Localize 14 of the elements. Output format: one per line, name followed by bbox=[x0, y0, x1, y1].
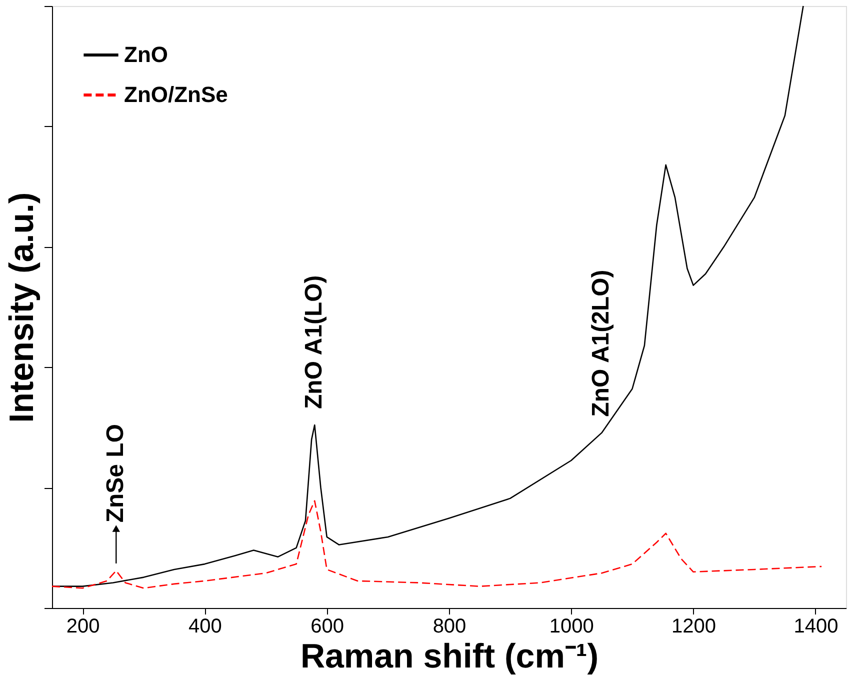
x-tick-label: 400 bbox=[188, 616, 222, 638]
y-axis-title: Intensity (a.u.) bbox=[3, 192, 41, 423]
annotation: ZnO A1(LO) bbox=[300, 275, 328, 409]
annotation: ZnO A1(2LO) bbox=[588, 270, 615, 417]
x-tick-label: 1400 bbox=[794, 616, 838, 638]
legend-label: ZnO/ZnSe bbox=[124, 82, 228, 107]
x-tick-label: 1000 bbox=[549, 616, 594, 638]
x-axis-title: Raman shift (cm⁻¹) bbox=[300, 638, 599, 676]
x-tick-label: 600 bbox=[310, 616, 344, 638]
x-tick-label: 800 bbox=[432, 616, 466, 638]
x-tick-label: 200 bbox=[66, 616, 100, 638]
legend-label: ZnO bbox=[124, 42, 168, 67]
annotation: ZnSe LO bbox=[102, 424, 130, 523]
x-tick-label: 1200 bbox=[672, 616, 716, 638]
